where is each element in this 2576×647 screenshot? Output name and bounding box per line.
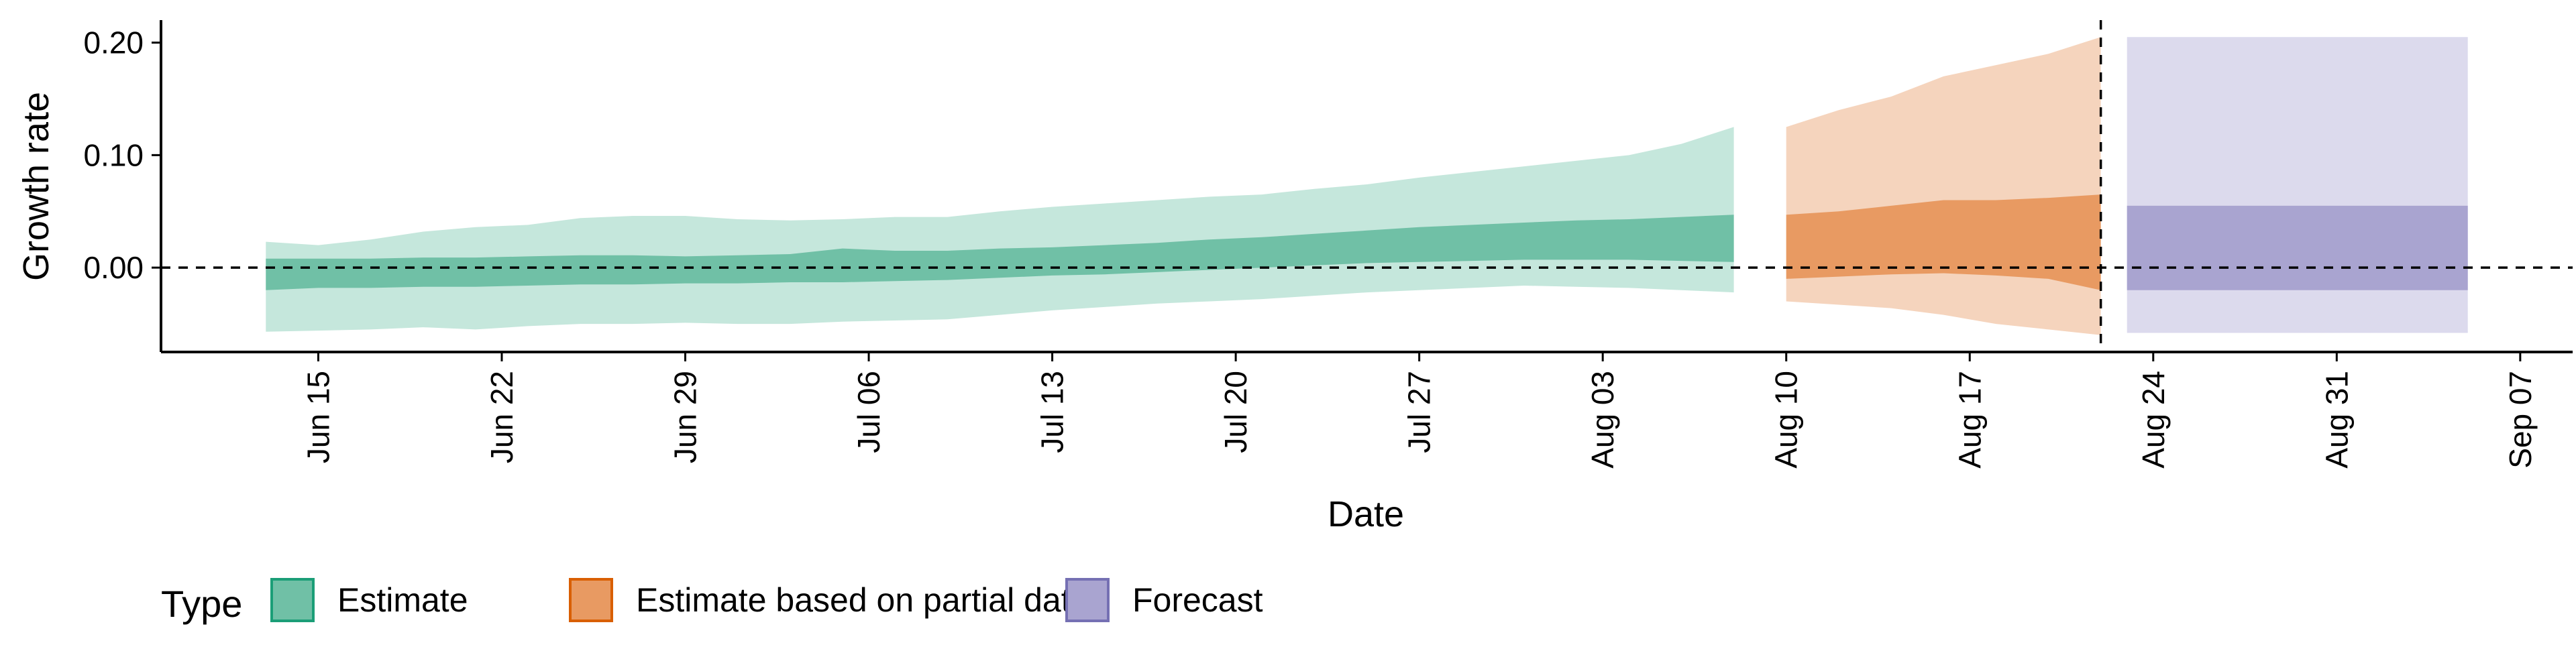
reference-lines (161, 20, 2573, 352)
x-tick-label: Jul 27 (1402, 371, 1437, 453)
legend-label: Forecast (1132, 581, 1263, 619)
x-tick-label: Aug 10 (1769, 371, 1804, 469)
x-tick-label: Jun 15 (301, 371, 336, 463)
legend-label: Estimate (337, 581, 468, 619)
x-tick-label: Aug 03 (1585, 371, 1620, 469)
legend-swatch (1065, 578, 1110, 622)
x-tick-label: Aug 31 (2319, 371, 2354, 469)
x-tick-label: Sep 07 (2503, 371, 2538, 469)
legend-entry-estimate-based-on-partial-data: Estimate based on partial data (569, 578, 1089, 622)
y-tick-label: 0.20 (83, 25, 144, 60)
x-tick-label: Jul 06 (851, 371, 886, 453)
legend-label: Estimate based on partial data (636, 581, 1089, 619)
y-tick-label: 0.10 (83, 137, 144, 172)
series-estimate-based-on-partial-data (1786, 37, 2101, 335)
x-axis-label: Date (1328, 494, 1404, 534)
axes (160, 20, 2573, 353)
ticks: 0.00 0.10 0.20 Jun 15 Jun 22 Jun 29 Jul 06 Jul … (83, 25, 2537, 469)
band-50-estimate (266, 215, 1734, 290)
y-axis-label: Growth rate (16, 92, 56, 281)
legend-entry-forecast: Forecast (1065, 578, 1263, 622)
legend-entry-estimate: Estimate (270, 578, 468, 622)
band-50-estimate-based-on-partial-data (1786, 194, 2101, 290)
band-90-estimate-based-on-partial-data (1786, 37, 2101, 335)
y-tick-label: 0.00 (83, 250, 144, 285)
legend-title: Type (161, 583, 242, 625)
legend-swatch (270, 578, 315, 622)
series-estimate (266, 127, 1734, 332)
x-tick-label: Aug 17 (1952, 371, 1987, 469)
x-tick-label: Aug 24 (2136, 371, 2171, 469)
x-tick-label: Jul 20 (1218, 371, 1253, 453)
legend-swatch (569, 578, 613, 622)
series-forecast (2127, 37, 2468, 333)
x-tick-label: Jun 29 (668, 371, 703, 463)
band-50-forecast (2127, 205, 2468, 290)
x-tick-label: Jul 13 (1035, 371, 1070, 453)
x-tick-label: Jun 22 (484, 371, 519, 463)
bands-layer (266, 37, 2468, 335)
legend: Type Estimate Estimate based on partial d… (161, 578, 1263, 625)
